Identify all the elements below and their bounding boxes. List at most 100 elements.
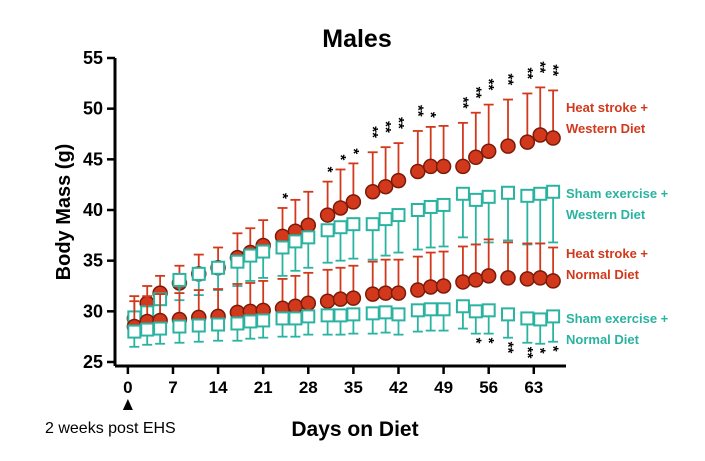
data-point (332, 291, 349, 307)
y-tick-label: 40 (83, 200, 103, 220)
data-point (319, 293, 336, 309)
data-point (275, 311, 290, 326)
x-tick-label: 49 (434, 378, 453, 397)
data-point (364, 184, 381, 200)
significance-label: ** (500, 74, 517, 86)
data-point (545, 273, 561, 289)
significance-label: ** (364, 126, 381, 138)
data-point (532, 127, 548, 143)
data-point (391, 307, 406, 322)
significance-label: ** (545, 64, 562, 76)
significance-label: * (480, 338, 497, 344)
data-point (377, 178, 394, 195)
data-point (300, 295, 317, 311)
data-point (243, 314, 258, 329)
data-point (468, 192, 483, 207)
error-bar (548, 89, 559, 139)
data-point (410, 163, 426, 180)
data-point (346, 307, 361, 322)
data-point (211, 317, 226, 332)
data-point (391, 208, 406, 223)
significance-label: * (319, 167, 336, 173)
error-bar (503, 98, 514, 147)
data-point (520, 311, 535, 326)
data-point (345, 194, 362, 210)
significance-label: ** (500, 342, 517, 354)
significance-label: ** (532, 61, 549, 73)
data-point (533, 312, 548, 327)
significance-label: ** (390, 117, 407, 129)
data-point (520, 188, 535, 203)
data-point (320, 308, 335, 323)
data-point (140, 322, 155, 337)
y-tick-label: 55 (83, 48, 103, 68)
data-point (172, 272, 187, 287)
error-bar (503, 192, 514, 242)
y-tick-label: 30 (83, 301, 103, 321)
data-point (501, 307, 516, 322)
significance-label: ** (409, 105, 426, 117)
data-point (455, 186, 470, 201)
x-tick-label: 42 (389, 378, 408, 397)
data-point (410, 282, 426, 298)
data-point (500, 138, 516, 154)
data-point (211, 260, 226, 275)
data-point (423, 302, 438, 317)
data-point (256, 313, 271, 328)
error-bar (535, 193, 546, 245)
data-point (301, 230, 316, 245)
data-point (364, 286, 381, 302)
error-bar (522, 195, 533, 246)
data-point (377, 285, 394, 301)
x-tick-label: 0 (123, 378, 132, 397)
data-point (346, 217, 361, 232)
data-point (500, 270, 516, 286)
annotation: 2 weeks post EHS (45, 420, 176, 437)
legend-label: Heat stroke + Normal Diet (566, 246, 649, 282)
data-point (435, 158, 452, 175)
data-point (230, 254, 245, 269)
error-bar (548, 191, 559, 244)
data-point (435, 278, 452, 294)
significance-label: * (545, 346, 562, 352)
data-point (243, 248, 258, 263)
data-point (545, 130, 561, 146)
x-tick-label: 7 (168, 378, 177, 397)
significance-label: * (532, 348, 549, 354)
data-point (410, 203, 425, 217)
chart-title: Males (322, 25, 391, 53)
significance-label: * (274, 193, 291, 199)
x-axis-title: Days on Diet (291, 418, 418, 441)
data-point (546, 184, 561, 199)
legend-label: Heat stroke + Western Diet (566, 100, 649, 136)
y-tick-label: 45 (83, 149, 103, 169)
significance-label: ** (467, 87, 484, 99)
data-point (365, 306, 380, 321)
data-point (332, 200, 349, 216)
data-point (422, 279, 439, 295)
significance-label: ** (519, 67, 536, 79)
y-tick-label: 25 (83, 352, 103, 372)
significance-label: ** (454, 97, 471, 109)
data-point (390, 285, 407, 301)
data-point (191, 266, 206, 281)
data-point (256, 244, 271, 259)
data-point (481, 189, 496, 204)
data-point (378, 305, 393, 320)
data-point (519, 271, 536, 287)
data-point (436, 302, 451, 317)
data-point (288, 234, 303, 249)
data-point (390, 172, 407, 189)
significance-label: ** (377, 121, 394, 133)
data-point (532, 270, 548, 286)
data-point (288, 311, 303, 326)
data-point (480, 268, 497, 284)
data-point (287, 298, 304, 315)
data-point (481, 303, 496, 318)
significance-label: ** (480, 79, 497, 91)
legend-label: Sham exercise + Western Diet (566, 186, 669, 222)
x-tick-label: 63 (524, 378, 543, 397)
x-tick-label: 21 (254, 378, 273, 397)
